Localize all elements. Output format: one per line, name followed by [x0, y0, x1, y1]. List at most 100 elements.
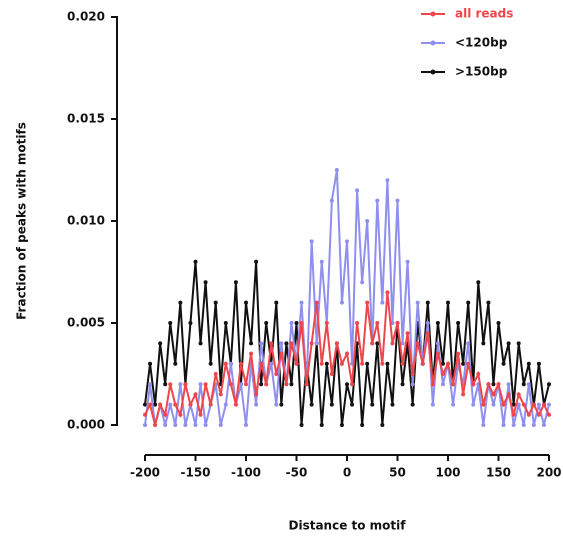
- point: [360, 280, 365, 285]
- point: [375, 321, 380, 325]
- point: [456, 321, 461, 325]
- point: [208, 361, 213, 366]
- y-tick-label: 0.005: [67, 316, 105, 330]
- x-tick-label: -150: [180, 466, 210, 480]
- point: [279, 341, 284, 346]
- point: [244, 423, 248, 427]
- point: [289, 382, 294, 387]
- point: [536, 402, 541, 407]
- point: [203, 382, 208, 387]
- point: [410, 372, 415, 376]
- point: [178, 300, 183, 305]
- y-axis-label: Fraction of peaks with motifs: [15, 122, 29, 320]
- point: [324, 361, 329, 366]
- point: [547, 402, 551, 407]
- x-tick-label: -50: [286, 466, 308, 480]
- point: [471, 382, 476, 387]
- point: [143, 412, 147, 417]
- point: [339, 423, 344, 427]
- point: [511, 412, 516, 417]
- point: [223, 361, 228, 366]
- point: [264, 382, 269, 387]
- point: [193, 259, 198, 264]
- point: [274, 300, 279, 305]
- point: [143, 423, 147, 427]
- point: [264, 321, 269, 325]
- x-tick-label: 100: [435, 466, 460, 480]
- point: [451, 402, 456, 407]
- point: [193, 392, 198, 397]
- point: [410, 402, 415, 407]
- point: [309, 341, 314, 346]
- point: [531, 423, 536, 427]
- point: [547, 382, 551, 387]
- point: [294, 321, 299, 325]
- x-axis-label: Distance to motif: [289, 519, 407, 533]
- point: [511, 402, 516, 407]
- point: [289, 321, 294, 325]
- point: [324, 321, 329, 325]
- point: [279, 402, 284, 407]
- point: [350, 382, 355, 387]
- point: [163, 423, 168, 427]
- point: [506, 341, 511, 346]
- point: [516, 402, 521, 407]
- point: [526, 361, 531, 366]
- point: [254, 392, 259, 397]
- point: [435, 351, 440, 356]
- point: [481, 341, 486, 346]
- point: [334, 168, 339, 172]
- point: [244, 300, 248, 305]
- point: [425, 331, 430, 336]
- point: [516, 392, 521, 397]
- point: [193, 423, 198, 427]
- point: [491, 382, 496, 387]
- point: [208, 402, 213, 407]
- point: [148, 402, 153, 407]
- legend-marker: [430, 69, 436, 75]
- point: [446, 300, 450, 305]
- point: [435, 341, 440, 346]
- point: [163, 382, 168, 387]
- point: [198, 341, 203, 346]
- point: [350, 402, 355, 407]
- point: [168, 321, 173, 325]
- point: [521, 402, 526, 407]
- point: [223, 402, 228, 407]
- point: [420, 361, 425, 366]
- point: [238, 382, 243, 387]
- point: [213, 372, 218, 376]
- point: [501, 423, 506, 427]
- point: [541, 402, 546, 407]
- point: [400, 361, 405, 366]
- y-tick-label: 0.000: [67, 418, 105, 432]
- point: [481, 423, 486, 427]
- point: [329, 198, 334, 203]
- point: [254, 259, 259, 264]
- point: [233, 402, 238, 407]
- point: [511, 423, 516, 427]
- point: [238, 361, 243, 366]
- point: [461, 361, 466, 366]
- point: [259, 341, 264, 346]
- point: [370, 402, 375, 407]
- point: [476, 372, 481, 376]
- point: [279, 351, 284, 356]
- point: [274, 402, 279, 407]
- point: [173, 423, 178, 427]
- point: [360, 423, 365, 427]
- point: [531, 402, 536, 407]
- point: [319, 361, 324, 366]
- point: [541, 423, 546, 427]
- point: [425, 300, 430, 305]
- point: [294, 361, 299, 366]
- point: [390, 402, 395, 407]
- point: [451, 382, 456, 387]
- point: [380, 300, 385, 305]
- point: [405, 259, 410, 264]
- point: [521, 382, 526, 387]
- point: [516, 341, 521, 346]
- point: [486, 300, 491, 305]
- point: [355, 188, 360, 193]
- point: [188, 402, 193, 407]
